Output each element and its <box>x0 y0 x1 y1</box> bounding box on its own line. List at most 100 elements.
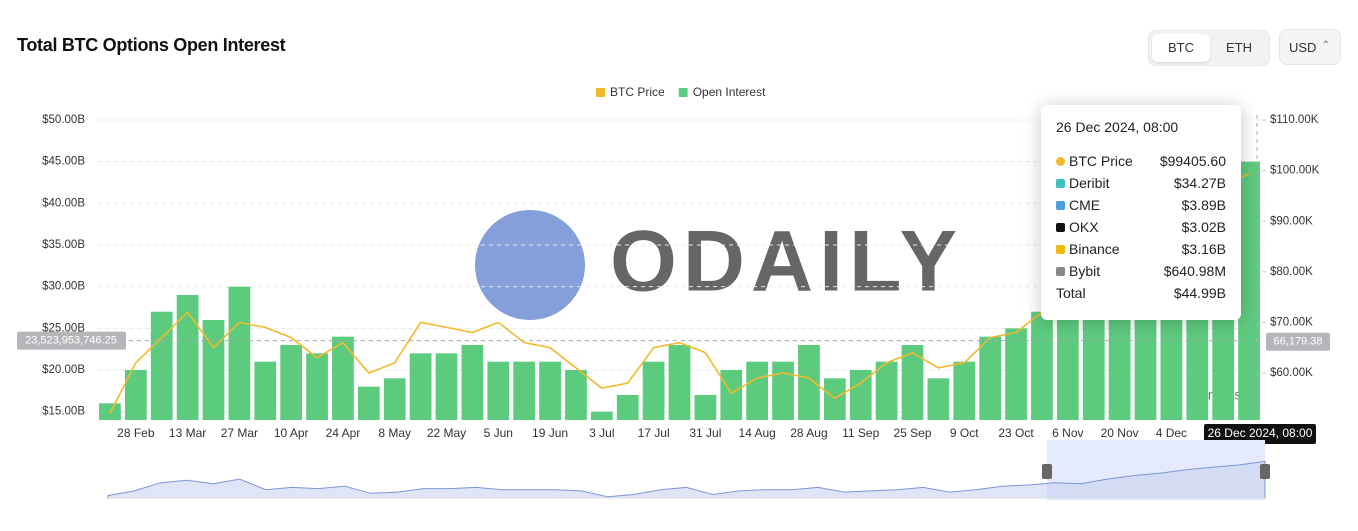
watermark: ODAILY <box>610 214 963 310</box>
tooltip-row: BTC Price $99405.60 <box>1056 150 1226 172</box>
tooltip-name: BTC Price <box>1056 150 1133 172</box>
legend-swatch <box>596 88 605 97</box>
tooltip-row: Total $44.99B <box>1056 282 1226 304</box>
legend-label: Open Interest <box>693 85 766 99</box>
y2-tick-label: $110.00K <box>1270 114 1319 126</box>
bar <box>357 386 380 420</box>
coin-toggle: BTC ETH <box>1148 30 1270 66</box>
x-tick-label: 13 Mar <box>169 426 206 440</box>
bar <box>746 361 769 420</box>
bar <box>409 353 432 420</box>
chart-title: Total BTC Options Open Interest <box>17 35 286 55</box>
crosshair-y-label: 23,523,953,746.25 <box>25 335 117 347</box>
x-tick-label: 8 May <box>378 426 411 440</box>
x-tick-label: 25 Sep <box>893 426 931 440</box>
tooltip-value: $44.99B <box>1173 285 1226 301</box>
coin-tab[interactable]: BTC <box>1152 34 1210 62</box>
x-tick-label: 14 Aug <box>738 426 775 440</box>
x-tick-label: 4 Dec <box>1156 426 1187 440</box>
y-tick-label: $15.00B <box>42 406 85 418</box>
bar <box>461 345 484 420</box>
y-tick-label: $20.00B <box>42 364 85 376</box>
tooltip-value: $34.27B <box>1173 175 1226 191</box>
bar <box>953 361 976 420</box>
bar <box>720 370 743 420</box>
x-tick-label: 17 Jul <box>638 426 670 440</box>
currency-select[interactable]: USD <box>1279 28 1341 65</box>
tooltip-icon <box>1056 266 1065 276</box>
bar <box>668 345 691 420</box>
bar <box>927 378 950 420</box>
navigator-handle[interactable] <box>1260 464 1270 479</box>
tooltip-label: Deribit <box>1069 175 1110 191</box>
tooltip-label: OKX <box>1069 219 1099 235</box>
tooltip-row: CME $3.89B <box>1056 194 1226 216</box>
tooltip-name: Bybit <box>1056 260 1100 282</box>
bar <box>150 311 173 420</box>
bar <box>383 378 406 420</box>
y-tick-label: $45.00B <box>42 156 85 168</box>
x-tick-label: 23 Oct <box>998 426 1034 440</box>
tooltip-row: Bybit $640.98M <box>1056 260 1226 282</box>
bar <box>798 345 820 420</box>
x-tick-label: 5 Jun <box>484 426 513 440</box>
bar <box>616 395 639 420</box>
bar <box>487 361 510 420</box>
x-tick-label: 22 May <box>427 426 466 440</box>
bar <box>694 395 717 420</box>
tooltip-name: Binance <box>1056 238 1120 260</box>
x-tick-label: 27 Mar <box>221 426 258 440</box>
bar <box>306 353 328 420</box>
tooltip-icon <box>1056 244 1065 254</box>
bar <box>642 361 665 420</box>
bar <box>875 361 898 420</box>
tooltip-icon <box>1056 200 1065 210</box>
coin-tab[interactable]: ETH <box>1226 40 1252 55</box>
navigator-handle[interactable] <box>1042 464 1052 479</box>
bar <box>435 353 458 420</box>
bar <box>772 361 794 420</box>
x-tick-label: 3 Jul <box>589 426 614 440</box>
y2-tick-label: $70.00K <box>1270 316 1313 328</box>
crosshair-label-bg <box>1204 424 1316 444</box>
bar <box>513 361 536 420</box>
bar <box>124 370 147 420</box>
y2-tick-label: $100.00K <box>1270 165 1320 177</box>
crosshair-label-bg <box>1266 332 1330 351</box>
bar <box>202 320 225 420</box>
y-tick-label: $40.00B <box>42 197 85 209</box>
tooltip-name: Deribit <box>1056 172 1109 194</box>
x-tick-label: 10 Apr <box>274 426 309 440</box>
bar <box>228 286 251 420</box>
bar <box>176 295 199 420</box>
tooltip-label: CME <box>1069 197 1101 213</box>
x-tick-label: 24 Apr <box>326 426 361 440</box>
tooltip-name: CME <box>1056 194 1100 216</box>
y-tick-label: $35.00B <box>42 239 85 251</box>
tooltip-label: BTC Price <box>1069 153 1133 169</box>
tooltip-label: Binance <box>1069 241 1120 257</box>
legend-swatch <box>678 88 688 97</box>
x-tick-label: 6 Nov <box>1052 426 1083 440</box>
bar <box>565 370 587 420</box>
y-tick-label: $25.00B <box>42 322 85 334</box>
y2-tick-label: $90.00K <box>1270 215 1313 227</box>
bar <box>254 361 277 420</box>
tooltip-label: Bybit <box>1069 263 1101 279</box>
y-tick-label: $30.00B <box>42 281 85 293</box>
x-tick-label: 20 Nov <box>1101 426 1139 440</box>
bar <box>332 336 354 420</box>
tooltip-label: Total <box>1056 285 1086 301</box>
y2-tick-label: $60.00K <box>1270 367 1313 379</box>
x-tick-label: 31 Jul <box>689 426 721 440</box>
y2-tick-label: $80.00K <box>1270 266 1313 278</box>
tooltip-title: 26 Dec 2024, 08:00 <box>1056 119 1179 135</box>
bar <box>590 411 613 420</box>
watermark-logo <box>475 210 585 320</box>
crosshair-label-bg <box>17 331 126 350</box>
x-tick-label: 19 Jun <box>532 426 568 440</box>
bar <box>1082 286 1105 420</box>
y-tick-label: $50.00B <box>42 114 85 126</box>
tooltip-row: Deribit $34.27B <box>1056 172 1226 194</box>
tooltip-value: $3.16B <box>1181 241 1226 257</box>
